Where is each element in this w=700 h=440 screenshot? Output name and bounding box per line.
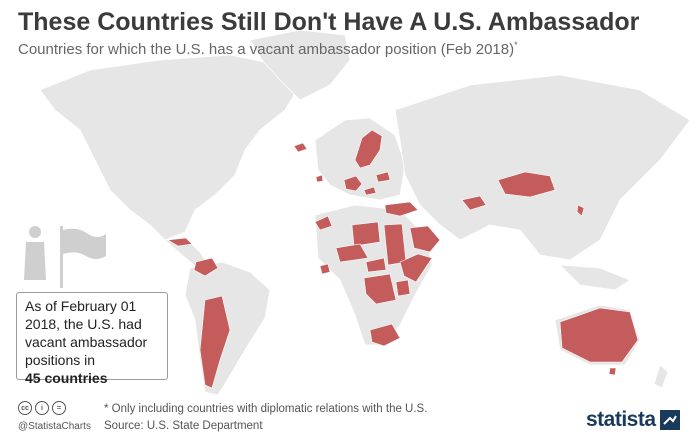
- map-new-zealand: [653, 364, 669, 389]
- country-tasmania: [608, 367, 617, 376]
- country-chad-region: [365, 257, 387, 273]
- country-ghana: [319, 263, 331, 275]
- country-venezuela: [193, 257, 219, 277]
- country-morocco: [314, 215, 333, 231]
- footnote: * Only including countries with diplomat…: [104, 403, 428, 415]
- country-australia: [559, 307, 639, 363]
- country-caribbean: [167, 237, 193, 247]
- callout-line-3: vacant ambassador: [25, 334, 148, 350]
- country-tanzania: [395, 279, 411, 297]
- country-scandinavia: [354, 129, 383, 169]
- country-north-africa: [351, 221, 381, 247]
- license-icons: cc i =: [18, 401, 66, 415]
- callout-line-2: 2018, the U.S. had: [25, 316, 142, 332]
- country-andes-chile-argentina: [199, 295, 231, 389]
- callout-line-1: As of February 01: [25, 298, 137, 314]
- social-handle: @StatistaCharts: [18, 421, 91, 432]
- subtitle-footnote-mark: *: [514, 40, 518, 50]
- equals-icon: =: [52, 401, 66, 415]
- cc-icon: cc: [18, 401, 32, 415]
- country-ireland: [293, 142, 308, 153]
- map-asia: [394, 74, 691, 261]
- ambassador-figure-icon: [24, 226, 106, 288]
- logo-text: statista: [586, 408, 656, 431]
- statista-logo: statista: [586, 408, 680, 432]
- country-hungary: [363, 186, 377, 196]
- statista-logo-icon: [659, 410, 680, 430]
- country-congo: [363, 273, 397, 305]
- country-turkey: [384, 201, 419, 217]
- summary-callout: As of February 01 2018, the U.S. had vac…: [16, 292, 168, 386]
- source-text: Source: U.S. State Department: [104, 420, 263, 432]
- map-se-asia: [558, 264, 631, 291]
- flag-icon: [63, 228, 106, 259]
- country-ethiopia-somalia: [399, 253, 433, 283]
- subtitle-text: Countries for which the U.S. has a vacan…: [18, 41, 515, 58]
- country-south-africa: [369, 323, 401, 347]
- map-north-america: [39, 54, 301, 241]
- country-korea: [576, 204, 585, 217]
- callout-line-4: positions in: [25, 352, 96, 368]
- map-greenland: [249, 29, 351, 101]
- country-mongolia: [497, 171, 556, 198]
- callout-count: 45 countries: [25, 370, 108, 386]
- attribution-icon: i: [35, 401, 49, 415]
- country-belgium: [315, 174, 324, 183]
- country-west-africa: [335, 243, 369, 263]
- country-kazakhstan-region: [461, 195, 487, 211]
- country-egypt-sudan: [383, 223, 407, 266]
- page-title: These Countries Still Don't Have A U.S. …: [18, 8, 640, 36]
- country-saudi-arabia: [409, 225, 441, 253]
- country-belarus-ukraine: [375, 171, 391, 183]
- page-subtitle: Countries for which the U.S. has a vacan…: [18, 40, 518, 58]
- country-germany-austria: [343, 175, 363, 192]
